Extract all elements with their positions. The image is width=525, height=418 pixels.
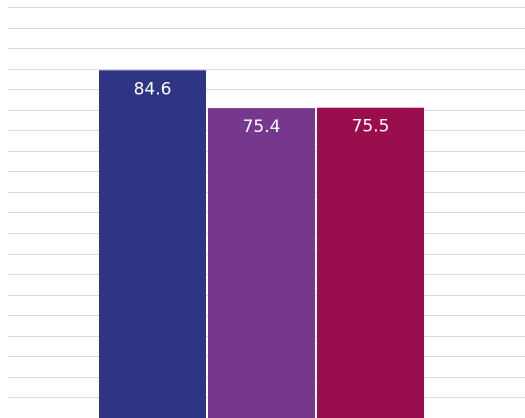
bar-1-value-label: 84.6 — [134, 79, 172, 99]
bars — [99, 70, 424, 418]
bar-3 — [317, 107, 424, 418]
bar-1 — [99, 70, 206, 418]
bar-2-value-label: 75.4 — [243, 117, 281, 137]
data-labels: 84.6 75.4 75.5 — [134, 79, 390, 137]
bar-2 — [208, 108, 315, 418]
bar-3-value-label: 75.5 — [352, 117, 390, 137]
